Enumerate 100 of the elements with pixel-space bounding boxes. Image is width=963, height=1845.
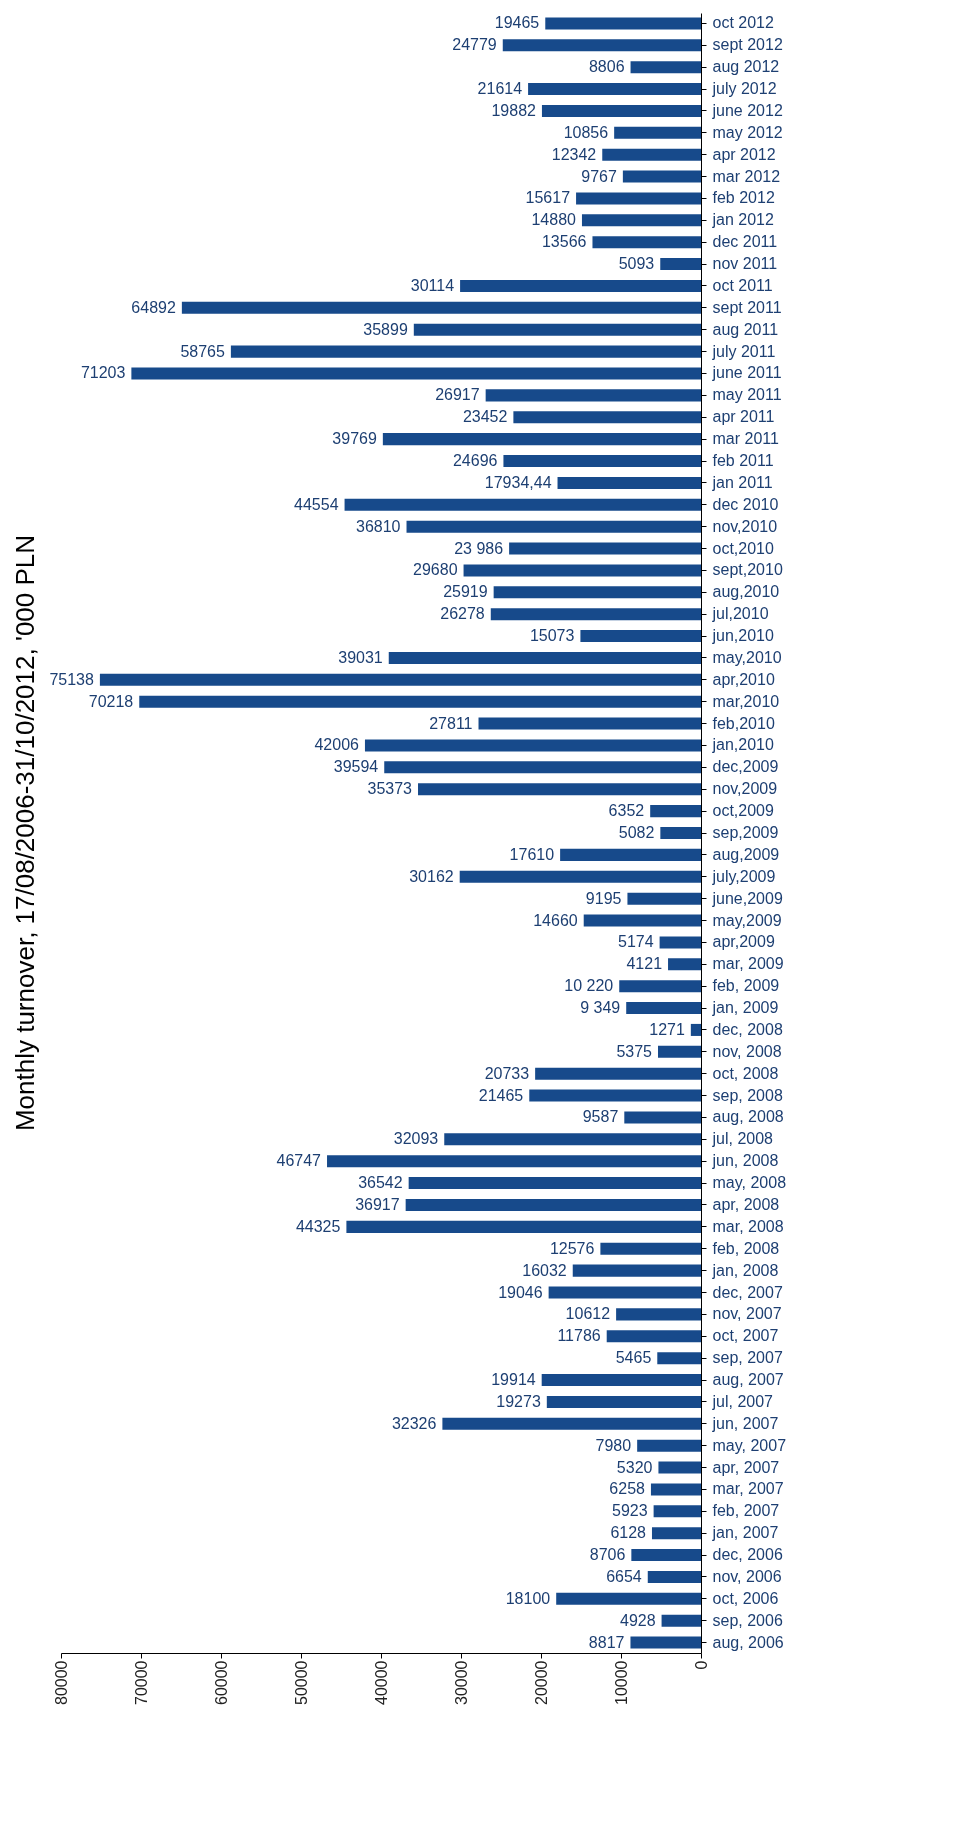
bar: [580, 630, 701, 643]
data-label: 5093: [618, 255, 655, 273]
bar: [658, 1045, 701, 1058]
x-tick-label: 40000: [372, 1660, 390, 1705]
bar: [602, 148, 701, 161]
y-tick-label: jul, 2008: [711, 1130, 774, 1148]
bar: [509, 542, 701, 555]
data-label: 19914: [491, 1371, 536, 1389]
y-tick-label: jan, 2009: [711, 999, 779, 1017]
y-tick-label: mar 2012: [712, 167, 781, 185]
y-tick-label: oct,2009: [712, 802, 774, 820]
y-tick-label: jun, 2007: [711, 1414, 779, 1432]
bar: [572, 1264, 701, 1277]
bar: [442, 1417, 701, 1430]
bar: [627, 892, 701, 905]
data-label: 9195: [585, 889, 622, 907]
y-tick-label: oct, 2008: [712, 1064, 779, 1082]
y-tick-label: mar, 2007: [712, 1480, 784, 1498]
y-tick-label: sept,2010: [712, 561, 783, 579]
y-tick-label: oct 2011: [712, 276, 773, 294]
y-tick-label: oct 2012: [712, 14, 774, 32]
y-tick-label: apr 2011: [712, 408, 775, 426]
y-tick-label: may, 2008: [712, 1174, 787, 1192]
bar: [650, 1483, 701, 1496]
bar: [653, 1505, 701, 1518]
bar: [622, 170, 701, 183]
data-label: 19465: [494, 14, 540, 32]
y-tick-label: apr, 2008: [712, 1195, 780, 1213]
data-label: 5465: [615, 1349, 652, 1367]
y-tick-label: jan, 2008: [711, 1261, 779, 1279]
bar: [647, 1570, 701, 1583]
y-tick-label: june 2011: [711, 364, 782, 382]
bar: [405, 1198, 701, 1211]
bar: [660, 258, 701, 271]
data-label: 5923: [612, 1502, 648, 1520]
bar: [131, 367, 701, 380]
data-label: 23452: [462, 408, 508, 426]
bar: [626, 1002, 701, 1015]
y-tick-label: feb 2011: [712, 452, 774, 470]
bar: [460, 279, 701, 292]
bar: [502, 39, 701, 52]
bar: [592, 236, 701, 249]
y-tick-label: aug 2012: [712, 58, 780, 76]
y-tick-label: may 2011: [712, 386, 782, 404]
bar: [630, 1636, 701, 1649]
bar: [139, 695, 701, 708]
data-label: 12576: [549, 1239, 595, 1257]
bar: [650, 805, 701, 818]
data-label: 25919: [443, 583, 488, 601]
data-label: 14880: [531, 211, 577, 229]
data-label: 21465: [478, 1086, 524, 1104]
data-label: 13566: [541, 233, 587, 251]
data-label: 39769: [332, 430, 377, 448]
y-tick-label: aug 2011: [712, 320, 779, 338]
data-label: 6128: [610, 1524, 647, 1542]
bar: [406, 520, 701, 533]
y-tick-label: mar 2011: [712, 430, 780, 448]
y-tick-label: aug,2009: [712, 845, 780, 863]
data-label: 9767: [581, 167, 617, 185]
data-label: 8817: [588, 1633, 625, 1651]
bar: [651, 1527, 701, 1540]
bar: [661, 1614, 701, 1627]
bar: [619, 980, 701, 993]
bar: [388, 651, 701, 664]
data-label: 14660: [533, 911, 578, 929]
x-tick-label: 50000: [292, 1660, 310, 1705]
data-label: 26917: [435, 386, 480, 404]
y-tick-label: oct, 2007: [712, 1327, 779, 1345]
bar: [624, 1111, 701, 1124]
y-tick-label: jan 2012: [711, 211, 774, 229]
data-label: 24696: [452, 452, 498, 470]
text: Monthly turnover, 17/08/2006-31/10/2012, '000 PLN: [10, 534, 41, 1132]
bar: [382, 433, 701, 446]
data-label: 4928: [619, 1611, 656, 1629]
bar: [459, 870, 701, 883]
bar: [546, 1395, 701, 1408]
data-label: 15073: [529, 627, 575, 645]
data-label: 58765: [180, 342, 225, 360]
data-label: 39031: [338, 648, 383, 666]
y-tick-label: dec, 2008: [712, 1020, 783, 1038]
y-tick-label: may, 2007: [712, 1436, 787, 1454]
data-label: 10 220: [564, 977, 614, 995]
data-label: 29680: [413, 561, 458, 579]
data-label: 32326: [391, 1414, 437, 1432]
y-tick-label: oct, 2006: [712, 1589, 779, 1607]
bar: [541, 104, 701, 117]
data-label: 44554: [294, 495, 339, 513]
data-label: 75138: [49, 670, 94, 688]
y-tick-label: july,2009: [711, 867, 776, 885]
data-label: 46747: [276, 1152, 322, 1170]
y-tick-label: nov,2010: [712, 517, 778, 535]
x-tick-label: 20000: [532, 1660, 550, 1705]
bar: [556, 1592, 701, 1605]
y-tick-label: june 2012: [711, 101, 783, 119]
x-tick-label: 30000: [452, 1660, 470, 1705]
x-tick-label: 80000: [52, 1660, 70, 1705]
data-label: 27811: [429, 714, 473, 732]
bar: [630, 61, 701, 74]
y-tick-label: jan 2011: [711, 473, 773, 491]
y-tick-label: jun, 2008: [711, 1152, 779, 1170]
